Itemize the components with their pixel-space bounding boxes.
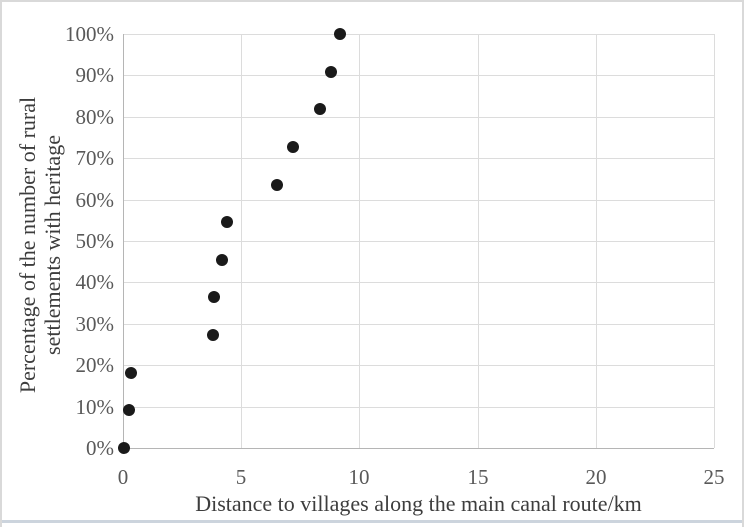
vertical-gridline [241, 34, 242, 448]
x-axis-title: Distance to villages along the main cana… [195, 491, 642, 516]
x-axis-line [123, 448, 714, 449]
data-point [270, 178, 283, 191]
horizontal-gridline [123, 34, 714, 35]
data-point [118, 442, 131, 454]
vertical-gridline [596, 34, 597, 448]
y-axis-title-line-1: Percentage of the number of rural [15, 96, 40, 394]
y-tick-label: 10% [75, 395, 115, 419]
x-tick-label: 20 [585, 465, 607, 489]
x-tick-label: 5 [235, 465, 247, 489]
y-tick-label: 70% [75, 146, 115, 170]
y-tick-label: 0% [86, 436, 114, 460]
y-axis-line [123, 34, 124, 448]
data-point [206, 328, 219, 341]
data-point [208, 291, 220, 304]
data-point [325, 65, 338, 78]
data-point [221, 216, 234, 229]
horizontal-gridline [123, 200, 714, 201]
data-point [122, 404, 135, 417]
x-tick-label: 10 [348, 465, 370, 489]
vertical-gridline [714, 34, 715, 448]
horizontal-gridline [123, 407, 714, 408]
horizontal-gridline [123, 158, 714, 159]
data-point [216, 253, 229, 266]
bottom-border-line [2, 520, 742, 523]
y-tick-label: 20% [75, 353, 115, 377]
y-tick-label: 40% [75, 270, 115, 294]
data-point [125, 366, 138, 379]
horizontal-gridline [123, 117, 714, 118]
x-tick-label: 0 [117, 465, 129, 489]
y-tick-label: 60% [75, 188, 115, 212]
horizontal-gridline [123, 365, 714, 366]
vertical-gridline [478, 34, 479, 448]
x-tick-label: 15 [467, 465, 489, 489]
horizontal-gridline [123, 282, 714, 283]
horizontal-gridline [123, 241, 714, 242]
vertical-gridline [359, 34, 360, 448]
data-point [287, 141, 300, 154]
x-tick-label: 25 [703, 465, 725, 489]
y-axis-title-line-2: settlements with heritage [40, 135, 65, 355]
y-tick-label: 100% [65, 22, 114, 46]
y-tick-label: 50% [75, 229, 115, 253]
horizontal-gridline [123, 75, 714, 76]
y-tick-label: 30% [75, 312, 115, 336]
y-axis-title: Percentage of the number of rural settle… [15, 30, 65, 460]
y-tick-label: 90% [75, 63, 115, 87]
horizontal-gridline [123, 324, 714, 325]
data-point [314, 103, 327, 116]
y-tick-label: 80% [75, 105, 115, 129]
data-point [334, 28, 347, 40]
